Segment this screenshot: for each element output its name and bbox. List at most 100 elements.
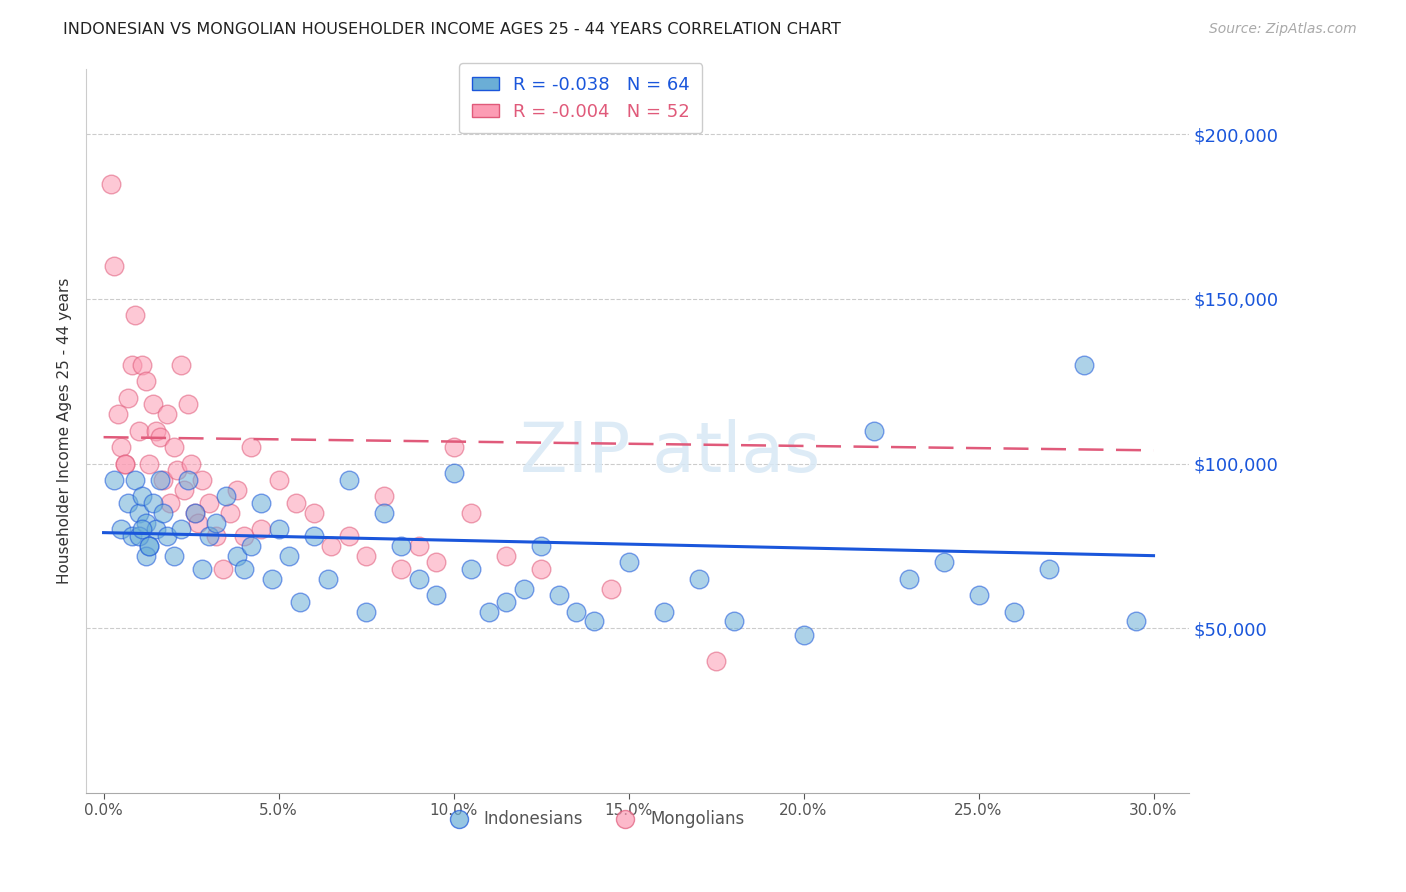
Point <box>460 506 482 520</box>
Point <box>232 529 254 543</box>
Point <box>180 457 202 471</box>
Point <box>190 473 212 487</box>
Point <box>373 490 395 504</box>
Point <box>114 457 136 471</box>
Point <box>145 424 167 438</box>
Point <box>142 397 165 411</box>
Point <box>135 516 157 530</box>
Point <box>512 582 534 596</box>
Point <box>530 562 553 576</box>
Point <box>316 572 339 586</box>
Point <box>162 549 184 563</box>
Point <box>354 549 377 563</box>
Text: INDONESIAN VS MONGOLIAN HOUSEHOLDER INCOME AGES 25 - 44 YEARS CORRELATION CHART: INDONESIAN VS MONGOLIAN HOUSEHOLDER INCO… <box>63 22 841 37</box>
Point <box>582 615 605 629</box>
Point <box>218 506 240 520</box>
Point <box>138 539 160 553</box>
Point <box>135 374 157 388</box>
Point <box>107 407 129 421</box>
Point <box>166 463 188 477</box>
Point <box>302 506 325 520</box>
Point <box>239 440 262 454</box>
Point <box>495 595 517 609</box>
Point <box>1038 562 1060 576</box>
Point <box>285 496 308 510</box>
Point <box>932 555 955 569</box>
Point <box>337 529 360 543</box>
Point <box>142 496 165 510</box>
Point <box>131 358 153 372</box>
Point <box>225 483 247 497</box>
Point <box>617 555 640 569</box>
Point <box>176 473 198 487</box>
Point <box>495 549 517 563</box>
Point <box>204 529 226 543</box>
Point <box>110 522 132 536</box>
Point <box>354 605 377 619</box>
Point <box>183 506 205 520</box>
Point <box>100 177 122 191</box>
Point <box>131 522 153 536</box>
Point <box>337 473 360 487</box>
Point <box>138 539 160 553</box>
Point <box>152 506 174 520</box>
Point <box>389 539 412 553</box>
Point <box>128 506 150 520</box>
Point <box>460 562 482 576</box>
Point <box>260 572 283 586</box>
Point <box>183 506 205 520</box>
Point <box>117 496 139 510</box>
Point <box>1073 358 1095 372</box>
Point <box>152 473 174 487</box>
Point <box>169 522 191 536</box>
Point <box>114 457 136 471</box>
Point <box>688 572 710 586</box>
Point <box>128 424 150 438</box>
Point <box>652 605 675 619</box>
Point <box>565 605 588 619</box>
Point <box>897 572 920 586</box>
Point <box>169 358 191 372</box>
Point <box>145 522 167 536</box>
Point <box>135 549 157 563</box>
Point <box>197 529 219 543</box>
Point <box>148 473 170 487</box>
Point <box>267 473 290 487</box>
Point <box>704 654 727 668</box>
Point <box>1002 605 1025 619</box>
Point <box>110 440 132 454</box>
Point <box>148 430 170 444</box>
Point <box>117 391 139 405</box>
Point <box>121 358 143 372</box>
Point <box>443 440 465 454</box>
Point <box>477 605 499 619</box>
Y-axis label: Householder Income Ages 25 - 44 years: Householder Income Ages 25 - 44 years <box>58 277 72 583</box>
Point <box>278 549 301 563</box>
Point <box>204 516 226 530</box>
Point <box>425 555 447 569</box>
Point <box>547 588 569 602</box>
Point <box>250 522 273 536</box>
Point <box>723 615 745 629</box>
Point <box>121 529 143 543</box>
Point <box>197 496 219 510</box>
Point <box>190 562 212 576</box>
Point <box>530 539 553 553</box>
Point <box>967 588 990 602</box>
Point <box>250 496 273 510</box>
Point <box>155 529 177 543</box>
Point <box>232 562 254 576</box>
Point <box>389 562 412 576</box>
Point <box>443 467 465 481</box>
Point <box>155 407 177 421</box>
Point <box>239 539 262 553</box>
Point <box>187 516 209 530</box>
Point <box>425 588 447 602</box>
Point <box>302 529 325 543</box>
Point <box>162 440 184 454</box>
Point <box>862 424 884 438</box>
Point <box>124 309 146 323</box>
Point <box>225 549 247 563</box>
Text: ZIP atlas: ZIP atlas <box>520 419 821 486</box>
Point <box>103 259 125 273</box>
